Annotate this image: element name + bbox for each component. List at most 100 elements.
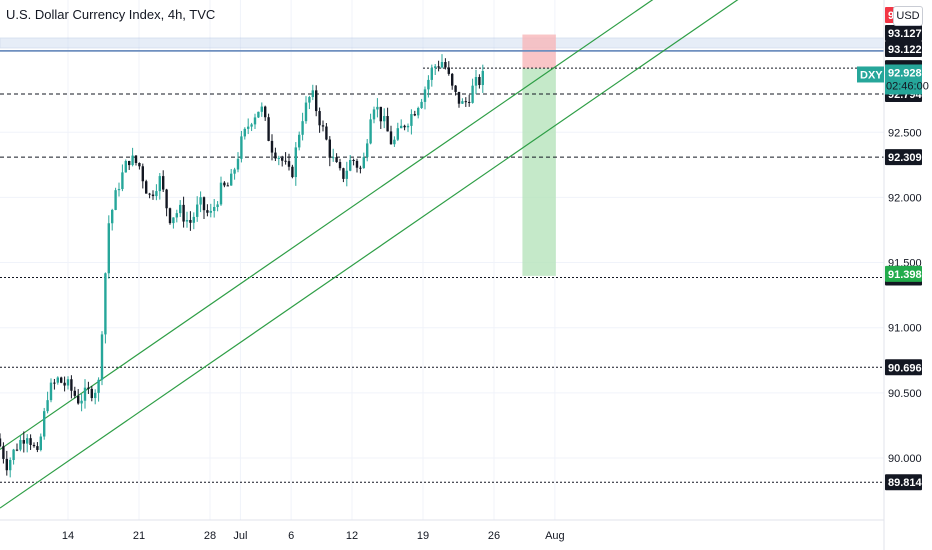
candle-body [406,125,410,128]
candle-body [468,101,471,103]
level-tag: 90.696 [888,362,922,374]
candle-body [481,70,484,86]
x-tick-label: 12 [346,530,358,542]
candle-body [260,106,263,112]
channel-line[interactable] [0,0,884,450]
candle-body [369,119,372,144]
candle-body [410,114,413,126]
candle-body [267,117,270,141]
candle-body [243,128,246,137]
candle-body [73,390,76,396]
candle-body [49,382,53,401]
candle-body [328,139,331,158]
candle-body [19,440,22,450]
price-levels [0,50,884,483]
candle-body [70,379,73,391]
candle-body [90,388,93,399]
x-tick-label: 19 [417,530,429,542]
symbol-tag: DXY [860,69,883,81]
candle-body [427,79,430,90]
candle-body [451,73,454,86]
candle-body [5,458,8,471]
candles [0,54,484,478]
level-tag-bg [885,474,922,491]
resistance-band [0,37,885,49]
candle-body [478,77,481,86]
candle-body [349,159,352,171]
candle-body [264,106,267,118]
candle-body [311,90,314,98]
candle-body [366,143,369,158]
candle-body [87,387,90,389]
level-tag: 92.309 [888,152,922,164]
candle-body [413,114,416,116]
candle-body [274,152,277,159]
candle-body [355,160,359,168]
candle-body [158,176,161,192]
candle-body [114,190,117,210]
level-tag-bg [885,359,922,376]
candle-body [175,213,178,218]
candle-body [141,166,144,182]
candle-body [379,106,382,122]
candle-body [124,160,127,173]
candle-body [386,116,389,132]
candle-body [284,160,287,162]
candle-body [304,102,308,122]
candle-body [437,66,440,68]
candle-body [216,204,219,208]
channel-lines [0,0,884,509]
y-tick-label: 92.000 [888,192,922,204]
level-tag-bg [885,25,922,41]
candle-body [148,193,151,195]
channel-line[interactable] [0,0,884,509]
candle-body [196,204,199,217]
candle-body [447,67,450,74]
candle-body [111,209,114,224]
candle-body [121,172,124,190]
candle-body [26,438,29,444]
candle-body [301,121,304,135]
candle-body [199,197,202,205]
candle-body [29,438,32,445]
candle-body [104,273,107,335]
candle-body [151,194,155,197]
candle-body [172,217,175,224]
candle-body [420,101,423,108]
candle-body [138,162,141,167]
candle-body [417,107,420,116]
candle-body [423,89,427,102]
symbol-tag-bg [857,66,884,83]
candle-body [162,176,165,190]
candle-body [32,444,36,447]
candle-body [209,210,212,213]
candle-body [83,387,87,401]
candle-body [219,182,223,205]
candle-body [165,189,168,209]
candle-body [236,158,240,170]
candle-body [389,131,393,145]
candle-body [60,377,63,383]
level-tag: 93.122 [888,44,922,56]
candle-body [77,395,80,404]
candle-body [226,185,229,187]
candle-body [294,147,297,178]
y-tick-label: 92.500 [888,127,922,139]
candle-body [94,392,97,399]
candle-body [281,157,284,161]
candle-body [315,90,318,112]
candle-body [474,77,478,86]
candle-body [464,101,467,103]
candle-body [400,125,403,129]
currency-button[interactable]: USD [893,6,923,26]
take-profit-zone[interactable] [522,68,556,276]
x-tick-label: 21 [133,530,145,542]
candle-body [372,109,376,120]
x-tick-label: 14 [62,530,74,542]
candle-body [250,124,253,127]
level-tag: 89.814 [888,477,923,489]
candle-body [308,97,311,103]
y-tick-label: 90.000 [888,453,922,465]
candle-body [12,449,15,461]
